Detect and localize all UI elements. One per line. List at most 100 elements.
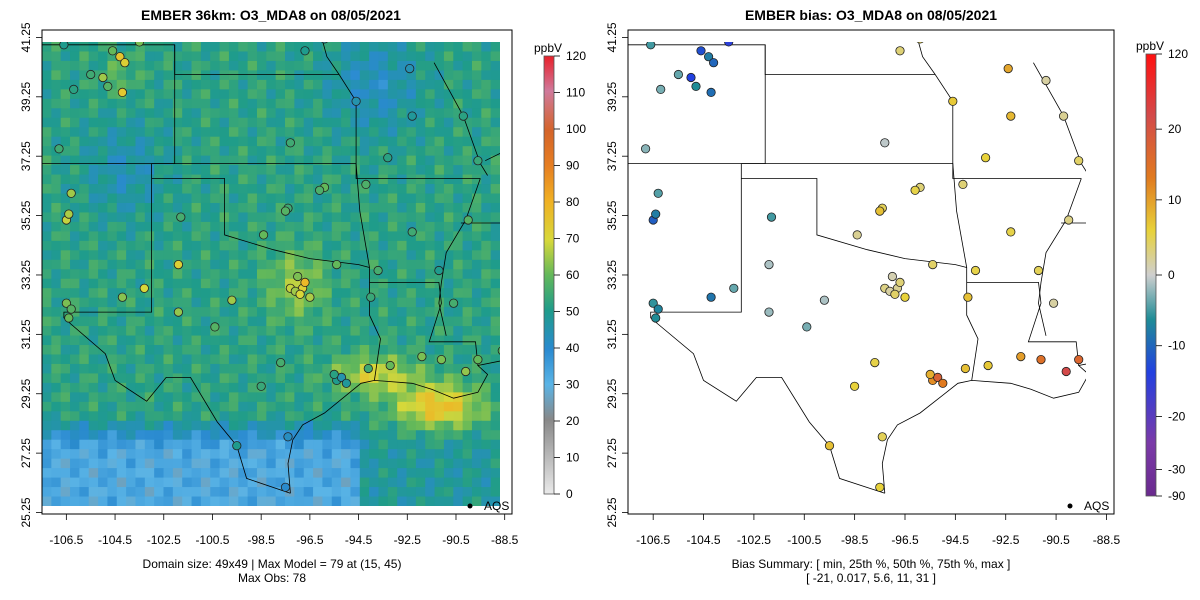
model-grid-cell [116,411,127,422]
model-grid-cell [303,221,314,232]
model-grid-cell [397,487,408,498]
model-grid-cell [331,354,342,365]
bias-site-marker [916,42,924,44]
model-grid-cell [434,373,445,384]
model-grid-cell [200,382,211,393]
model-grid-cell [126,79,137,90]
model-grid-cell [453,127,464,138]
model-grid-cell [471,288,482,299]
model-grid-cell [397,60,408,72]
model-grid-cell [219,449,230,460]
model-grid-cell [238,155,249,166]
model-grid-cell [406,335,417,346]
bias-site-marker [653,188,663,198]
model-grid-cell [322,174,333,185]
model-grid-cell [219,345,230,356]
model-grid-cell [313,240,324,251]
model-grid-cell [172,430,183,441]
model-grid-cell [359,354,370,365]
model-grid-cell [415,477,426,488]
model-grid-cell [42,420,52,431]
model-grid-cell [60,345,71,356]
model-grid-cell [228,184,239,195]
model-grid-cell [163,335,174,346]
model-grid-cell [369,307,380,318]
model-grid-cell [397,316,408,327]
model-grid-cell [116,430,127,441]
model-grid-cell [182,60,193,72]
model-grid-cell [434,326,445,337]
model-grid-cell [387,42,398,53]
model-grid-cell [88,458,99,469]
model-grid-cell [322,42,333,53]
model-grid-cell [116,363,127,375]
model-grid-cell [182,42,193,53]
model-grid-cell [256,363,267,375]
model-grid-cell [425,127,436,138]
model-heatmap [42,42,500,506]
model-grid-cell [144,288,155,299]
model-grid-cell [98,401,109,412]
model-grid-cell [471,487,482,498]
model-grid-cell [182,392,193,403]
model-grid-cell [172,70,183,81]
model-grid-cell [98,79,109,90]
model-grid-cell [60,354,71,365]
model-grid-cell [443,326,454,337]
model-grid-cell [294,458,305,469]
model-grid-cell [70,259,80,270]
model-grid-cell [79,79,90,90]
model-grid-cell [387,202,398,214]
model-grid-cell [238,477,249,488]
model-grid-cell [443,51,454,62]
model-grid-cell [462,487,473,498]
model-grid-cell [397,439,408,450]
model-grid-cell [42,146,52,157]
model-grid-cell [387,439,398,450]
model-grid-cell [172,382,183,393]
model-grid-cell [88,487,99,498]
model-grid-cell [369,231,380,242]
model-grid-cell [313,146,324,157]
model-grid-cell [247,363,258,375]
model-grid-cell [341,316,352,327]
obs-site-marker [300,46,310,56]
model-grid-cell [228,354,239,365]
model-grid-cell [182,411,193,422]
model-grid-cell [490,382,500,393]
model-grid-cell [313,165,324,176]
model-grid-cell [303,184,314,195]
model-grid-cell [397,259,408,270]
colorbar-tick-label: -10 [1168,339,1186,353]
model-grid-cell [247,401,258,412]
model-grid-cell [126,127,137,138]
model-grid-cell [359,136,370,147]
model-grid-cell [172,392,183,403]
model-grid-cell [369,250,380,261]
bias-site-marker [1033,265,1044,276]
model-grid-cell [60,335,71,346]
y-tick-label: 27.25 [19,438,33,468]
model-grid-cell [387,240,398,251]
model-grid-cell [322,477,333,488]
state-border-line [485,153,500,162]
model-grid-cell [79,250,90,261]
model-grid-cell [434,259,445,270]
model-grid-cell [98,136,109,147]
model-grid-cell [70,117,80,128]
model-grid-cell [453,108,464,119]
model-grid-cell [462,108,473,119]
model-grid-cell [135,468,146,479]
model-grid-cell [490,496,500,506]
model-grid-cell [256,51,267,62]
model-grid-cell [172,354,183,365]
model-grid-cell [210,401,221,412]
model-grid-cell [51,240,62,251]
model-grid-cell [238,345,249,356]
model-grid-cell [228,288,239,299]
model-grid-cell [210,127,221,138]
obs-site-marker [385,360,395,371]
model-grid-cell [88,373,99,384]
model-grid-cell [341,155,352,166]
model-grid-cell [163,193,174,204]
